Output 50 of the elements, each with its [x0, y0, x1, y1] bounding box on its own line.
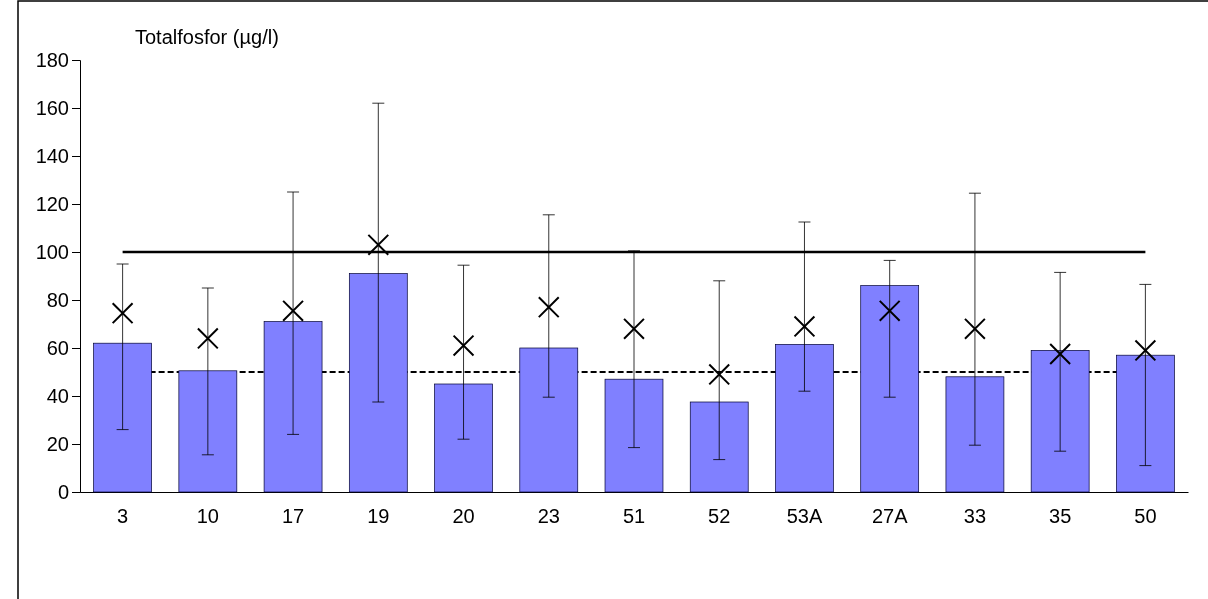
point — [282, 299, 305, 322]
x-tick-label: 19 — [367, 505, 390, 527]
point — [623, 317, 645, 340]
y-tick-label: 180 — [35, 48, 69, 71]
bar — [434, 383, 493, 493]
y-tick-label: 140 — [35, 144, 69, 167]
x-tick-label: 35 — [1049, 505, 1072, 527]
point — [1134, 339, 1157, 362]
bar — [263, 321, 323, 493]
bar — [945, 376, 1005, 493]
bar — [178, 370, 238, 493]
x-tick-label: 23 — [537, 505, 560, 527]
point — [708, 363, 731, 386]
x-tick-label: 27A — [871, 505, 909, 527]
bar — [860, 285, 920, 493]
bar — [93, 342, 152, 493]
x-tick-label: 33 — [963, 505, 987, 527]
y-tick-label: 80 — [46, 288, 69, 311]
x-tick-label: 51 — [622, 505, 646, 527]
y-tick-label: 0 — [57, 480, 69, 503]
y-tick-label: 20 — [46, 432, 69, 455]
x-tick-label: 50 — [1134, 505, 1157, 527]
bar — [519, 347, 579, 493]
y-axis-title: Totalfosfor (µg/l) — [135, 26, 279, 48]
bar — [775, 344, 834, 493]
x-tick-label: 3 — [117, 505, 129, 527]
point — [452, 334, 475, 357]
x-tick-label: 53A — [786, 505, 823, 527]
point — [196, 327, 219, 350]
y-tick-label: 160 — [35, 96, 69, 119]
x-tick-label: 17 — [281, 505, 305, 527]
x-tick-label: 20 — [452, 505, 475, 527]
point — [1049, 343, 1072, 365]
bar — [1030, 350, 1090, 493]
point — [367, 233, 390, 256]
point — [793, 315, 816, 338]
bar — [689, 401, 749, 493]
bar — [604, 378, 664, 493]
bar — [348, 273, 408, 493]
y-tick-label: 100 — [35, 240, 69, 263]
x-tick-label: 52 — [708, 505, 731, 527]
y-tick-label: 60 — [46, 336, 69, 359]
point — [537, 296, 560, 319]
point — [963, 317, 986, 340]
x-tick-label: 10 — [196, 505, 219, 527]
y-tick-label: 40 — [46, 384, 69, 407]
point — [878, 299, 901, 322]
bar — [1116, 354, 1175, 493]
point — [111, 302, 134, 325]
y-tick-label: 120 — [35, 192, 69, 215]
